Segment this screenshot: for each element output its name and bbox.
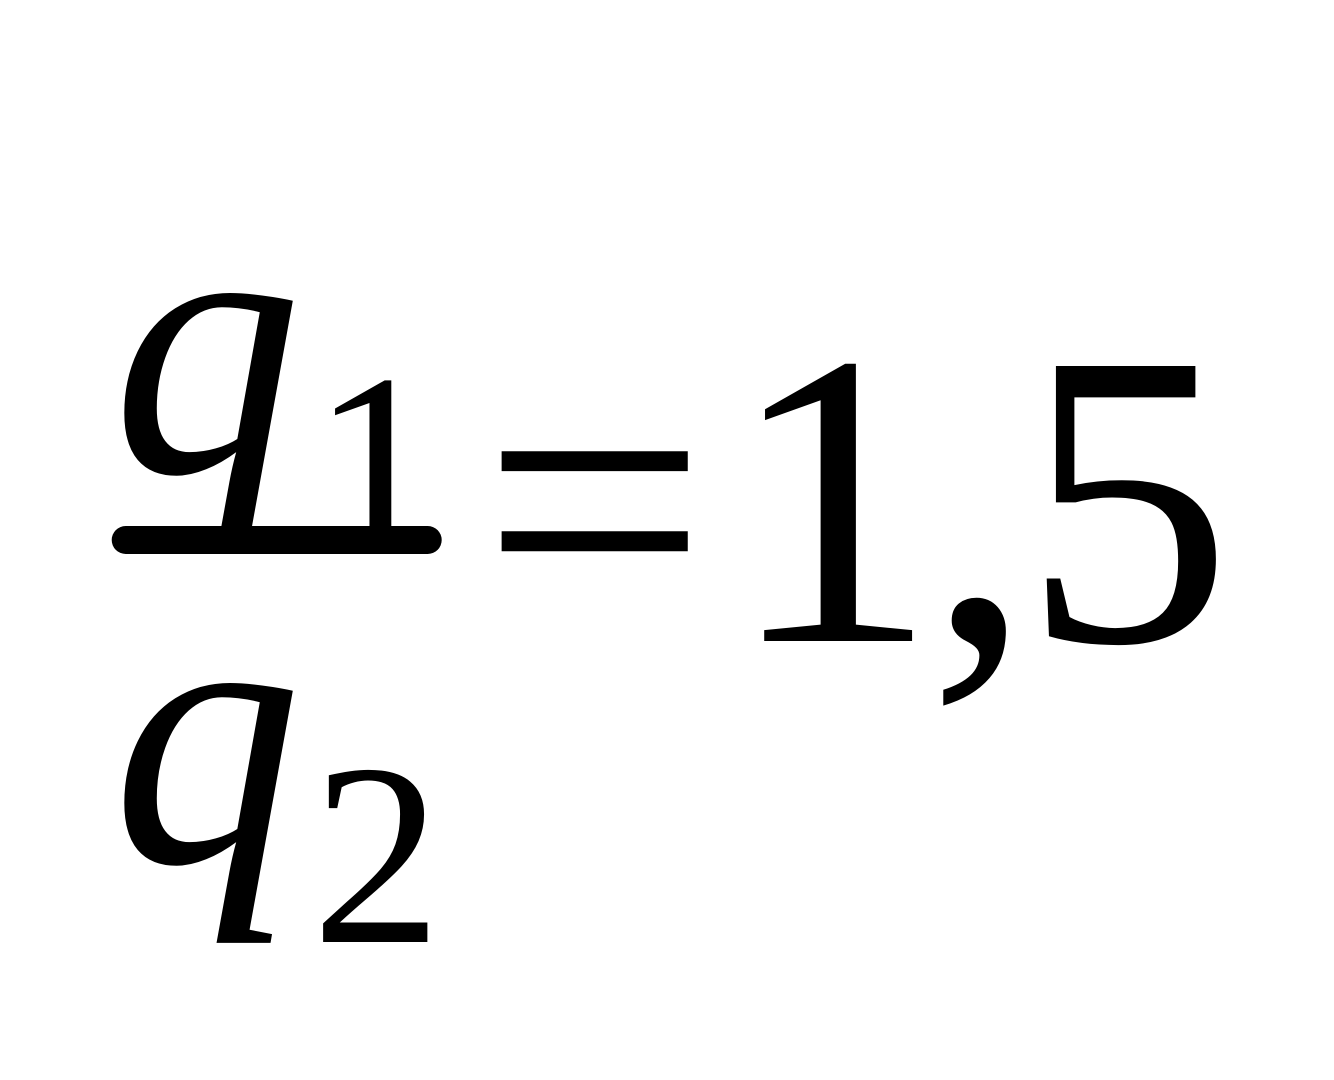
numerator: q 1 bbox=[112, 174, 442, 526]
denominator-subscript: 2 bbox=[312, 725, 442, 985]
rhs-value: 1,5 bbox=[727, 290, 1222, 710]
equals-sign: = bbox=[482, 300, 708, 700]
numerator-variable: q bbox=[112, 174, 302, 516]
numerator-subscript: 1 bbox=[312, 335, 442, 595]
fraction: q 1 q 2 bbox=[112, 174, 442, 906]
denominator-variable: q bbox=[112, 564, 302, 906]
equation: q 1 q 2 = 1,5 bbox=[112, 174, 1223, 906]
